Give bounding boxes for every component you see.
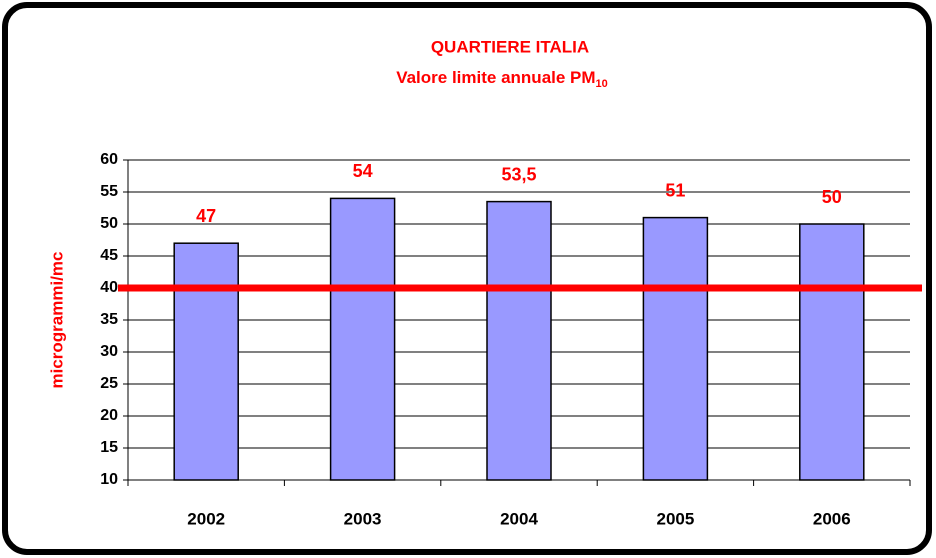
y-tick-label: 55 <box>100 183 118 200</box>
y-tick-label: 15 <box>100 439 118 456</box>
y-tick-label: 50 <box>100 215 118 232</box>
y-tick-label: 40 <box>100 279 118 296</box>
y-tick-label: 20 <box>100 407 118 424</box>
subtitle-subscript: 10 <box>596 78 608 90</box>
value-label: 53,5 <box>501 164 536 184</box>
bar <box>173 242 239 481</box>
bar <box>799 223 865 481</box>
y-tick-label: 10 <box>100 471 118 488</box>
chart-subtitle: Valore limite annuale PM10 <box>396 68 608 89</box>
subtitle-main: Valore limite annuale PM <box>396 68 595 87</box>
x-tick-label: 2003 <box>344 509 382 528</box>
chart-title: QUARTIERE ITALIA <box>431 37 589 56</box>
value-label: 54 <box>353 161 373 181</box>
x-tick-label: 2002 <box>187 509 225 528</box>
y-tick-label: 25 <box>100 375 118 392</box>
bar <box>642 216 709 481</box>
bar <box>486 200 552 481</box>
y-tick-label: 35 <box>100 311 118 328</box>
x-tick-label: 2006 <box>813 509 851 528</box>
value-label: 47 <box>196 206 216 226</box>
y-axis-label: microgrammi/mc <box>47 252 66 389</box>
x-tick-label: 2005 <box>656 509 694 528</box>
value-label: 50 <box>822 187 842 207</box>
bar <box>329 197 396 481</box>
x-tick-label: 2004 <box>500 509 538 528</box>
y-tick-label: 45 <box>100 247 118 264</box>
y-tick-label: 30 <box>100 343 118 360</box>
value-label: 51 <box>665 180 685 200</box>
y-tick-label: 60 <box>100 151 118 168</box>
